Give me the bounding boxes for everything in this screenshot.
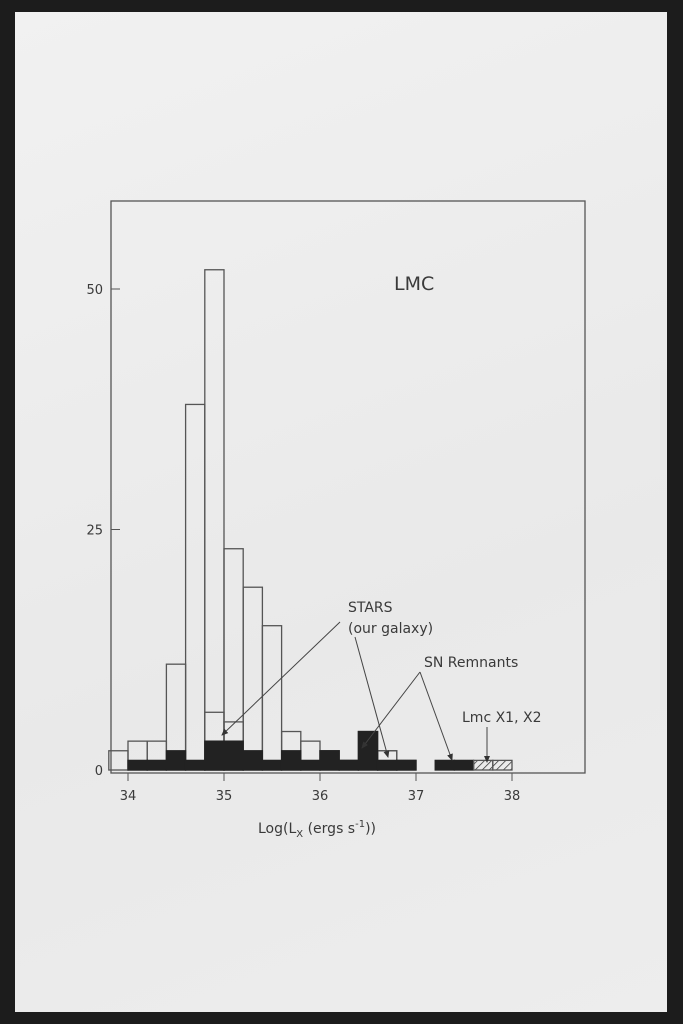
bar-filled-34.4 (165, 750, 187, 771)
bar-filled-35.2 (242, 750, 264, 771)
bar-filled-37.2 (434, 759, 456, 771)
x-tick-label-37: 37 (408, 789, 425, 804)
bar-hatched-37.8 (492, 759, 513, 771)
bar-open-outline-34.6 (184, 403, 206, 771)
bar-filled-36.4 (357, 730, 379, 771)
bar-hatched-37.6 (472, 759, 494, 771)
annotation-lmc-x1-x2: Lmc X1, X2 (462, 710, 541, 726)
arrow-snr-2 (419, 671, 453, 761)
x-axis-label: Log(LX (ergs s-1)) (258, 819, 376, 840)
arrow-stars-2 (354, 636, 390, 758)
bar-open-outline-35 (223, 548, 244, 771)
arrow-stars-1 (221, 621, 341, 736)
bar-filled-34 (127, 759, 148, 771)
bar-open-outline-35.4 (261, 625, 283, 771)
x-tick-label-38: 38 (504, 789, 521, 804)
x-tick-label-34: 34 (120, 789, 137, 804)
bar-filled-34.6 (184, 759, 206, 771)
bar-filled-36 (319, 750, 340, 771)
x-tick-label-36: 36 (312, 789, 329, 804)
y-tick-label-50: 50 (86, 283, 103, 298)
bar-filled-34.8 (204, 740, 225, 771)
chart-title: LMC (394, 273, 434, 295)
bar-filled-35 (223, 740, 244, 771)
bar-filled-35.6 (280, 750, 302, 771)
y-tick-label-25: 25 (86, 524, 103, 539)
bar-filled-34.2 (146, 759, 168, 771)
plot-frame (110, 200, 586, 774)
y-tick-label-0: 0 (95, 764, 103, 779)
bar-filled-36.2 (338, 759, 360, 771)
photo-slide (15, 12, 667, 1012)
bar-filled-36.8 (396, 759, 417, 771)
bar-open-outline-35.2 (242, 586, 264, 771)
bar-open-outline-34.8 (204, 269, 225, 771)
annotation-arrows (221, 621, 490, 763)
bar-filled-37.4 (453, 759, 475, 771)
annotation-sn-remnants: SN Remnants (424, 655, 518, 671)
bar-filled-35.8 (300, 759, 321, 771)
x-tick-label-35: 35 (216, 789, 233, 804)
bar-open-outline-33.8 (108, 750, 129, 771)
bar-filled-35.4 (261, 759, 283, 771)
annotation-stars: STARS (348, 600, 393, 616)
annotation-stars-sub: (our galaxy) (348, 621, 433, 637)
arrow-snr-1 (361, 671, 421, 749)
bar-filled-36.6 (376, 759, 398, 771)
